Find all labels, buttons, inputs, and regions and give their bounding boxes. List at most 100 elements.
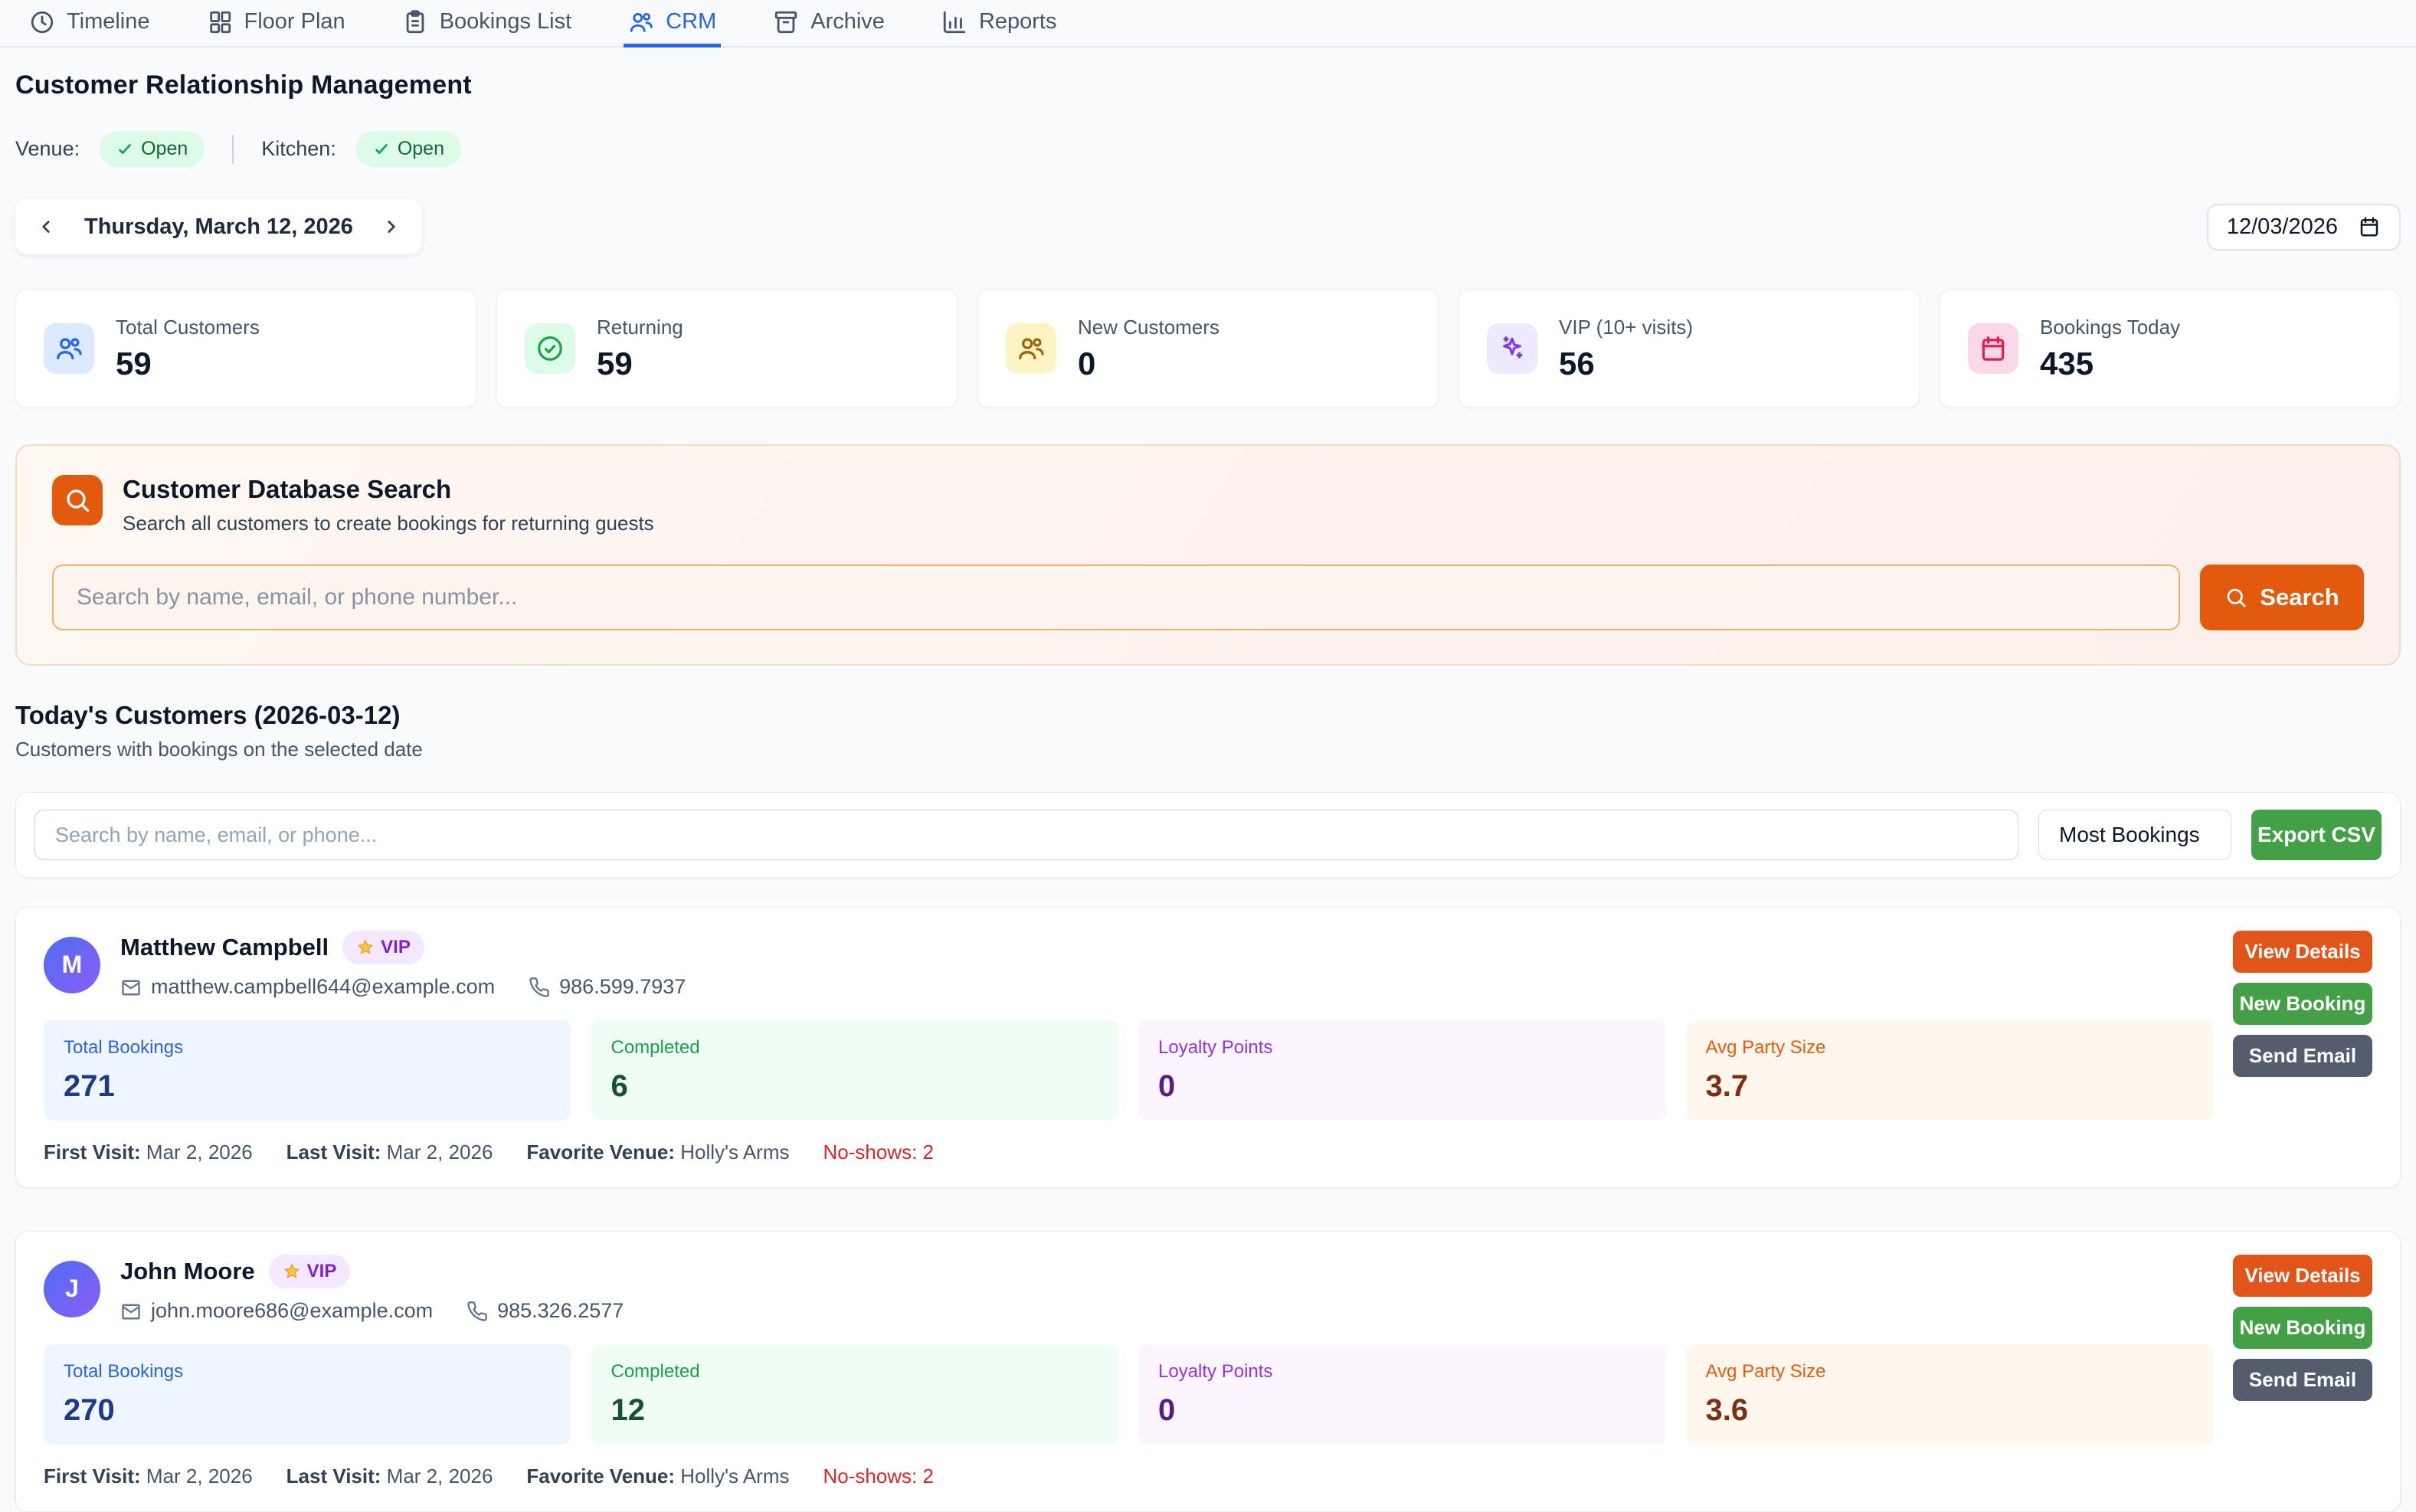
tab-floor-plan[interactable]: Floor Plan	[202, 0, 350, 47]
top-nav: Timeline Floor Plan Bookings List CRM Ar…	[0, 0, 2416, 47]
today-customers-title: Today's Customers (2026-03-12)	[15, 701, 401, 729]
check-icon	[119, 143, 131, 154]
customer-phone: 985.326.2577	[497, 1299, 624, 1322]
stat-label: Total Customers	[116, 315, 260, 339]
search-icon	[52, 475, 103, 525]
date-navigator: Thursday, March 12, 2026	[15, 199, 422, 254]
filter-bar: Most Bookings Export CSV	[15, 792, 2401, 878]
users-icon	[44, 323, 94, 374]
stat-loyalty-points: Loyalty Points 0	[1138, 1344, 1666, 1445]
db-search-title: Customer Database Search	[123, 475, 452, 503]
users-icon	[630, 12, 653, 32]
venue-status-text: Open	[141, 138, 188, 159]
tab-reports[interactable]: Reports	[937, 0, 1062, 47]
venue-status-badge: Open	[100, 131, 205, 167]
stat-label: Returning	[597, 315, 683, 339]
noshows-badge: No-shows: 2	[823, 1465, 934, 1487]
stat-loyalty-points: Loyalty Points 0	[1138, 1020, 1666, 1121]
stat-card-total-customers: Total Customers 59	[15, 290, 476, 407]
mail-icon	[122, 1304, 140, 1319]
export-csv-button[interactable]: Export CSV	[2251, 810, 2382, 860]
mail-icon	[122, 980, 140, 995]
send-email-button[interactable]: Send Email	[2233, 1359, 2372, 1401]
star-icon	[283, 1263, 300, 1278]
tab-timeline[interactable]: Timeline	[25, 0, 155, 47]
phone-icon	[529, 977, 549, 997]
sort-select[interactable]: Most Bookings	[2038, 810, 2231, 860]
tab-label: Floor Plan	[244, 9, 345, 34]
bar-chart-icon	[943, 11, 966, 33]
stat-completed: Completed 12	[591, 1344, 1118, 1445]
stat-label: VIP (10+ visits)	[1559, 315, 1694, 339]
stat-value: 0	[1078, 345, 1096, 381]
customer-email: john.moore686@example.com	[151, 1299, 434, 1322]
stats-row: Total Customers 59 Returning 59 New Cust…	[15, 290, 2401, 407]
clock-icon	[31, 11, 54, 33]
customer-email: matthew.campbell644@example.com	[151, 975, 496, 998]
send-email-button[interactable]: Send Email	[2233, 1035, 2372, 1077]
sort-select-value: Most Bookings	[2059, 823, 2200, 846]
view-details-button[interactable]: View Details	[2233, 1255, 2372, 1297]
customer-name: Matthew Campbell	[120, 934, 329, 961]
archive-icon	[775, 11, 797, 33]
avatar: J	[44, 1260, 100, 1317]
stat-value: 56	[1559, 345, 1595, 381]
customer-card: J John Moore VIP john.moore686@example.c…	[15, 1231, 2401, 1512]
date-input-value: 12/03/2026	[2226, 214, 2338, 239]
vip-badge-label: VIP	[306, 1261, 337, 1281]
date-input[interactable]: 12/03/2026	[2206, 203, 2401, 250]
layout-grid-icon	[209, 11, 231, 33]
calendar-icon	[1968, 323, 2018, 374]
calendar-icon	[2360, 217, 2378, 237]
customer-database-search-input[interactable]	[52, 565, 2180, 630]
date-row: Thursday, March 12, 2026 12/03/2026	[15, 199, 2401, 254]
check-circle-icon	[525, 323, 575, 374]
phone-icon	[467, 1301, 487, 1321]
stat-card-vip: VIP (10+ visits) 56	[1458, 290, 1920, 407]
clipboard-list-icon	[406, 9, 424, 33]
user-group-icon	[1006, 323, 1056, 374]
search-icon	[2227, 588, 2246, 607]
page-title: Customer Relationship Management	[15, 70, 472, 100]
stat-avg-party-size: Avg Party Size 3.6	[1685, 1344, 2213, 1445]
search-button-label: Search	[2260, 584, 2339, 610]
tab-bookings-list[interactable]: Bookings List	[398, 0, 577, 47]
tab-label: Bookings List	[439, 9, 572, 34]
customer-meta-row: First Visit: Mar 2, 2026 Last Visit: Mar…	[44, 1465, 934, 1487]
stat-value: 435	[2040, 345, 2094, 381]
vip-badge-label: VIP	[381, 937, 411, 957]
kitchen-status-badge: Open	[355, 131, 461, 167]
view-details-button[interactable]: View Details	[2233, 931, 2372, 973]
chevron-left-icon	[42, 221, 50, 233]
stat-label: New Customers	[1078, 315, 1219, 339]
customer-meta-row: First Visit: Mar 2, 2026 Last Visit: Mar…	[44, 1141, 934, 1163]
tab-label: Archive	[810, 9, 885, 34]
today-customers-subtitle: Customers with bookings on the selected …	[15, 738, 423, 761]
customer-filter-input[interactable]	[34, 810, 2018, 860]
date-label: Thursday, March 12, 2026	[84, 214, 353, 239]
db-search-subtitle: Search all customers to create bookings …	[123, 512, 654, 535]
stat-card-new-customers: New Customers 0	[977, 290, 1439, 407]
customer-name: John Moore	[120, 1258, 255, 1285]
vip-badge: VIP	[342, 931, 424, 964]
sparkles-icon	[1487, 323, 1537, 374]
customer-phone: 986.599.7937	[559, 975, 686, 998]
kitchen-status-text: Open	[397, 138, 444, 159]
new-booking-button[interactable]: New Booking	[2233, 983, 2372, 1025]
tab-label: CRM	[666, 9, 717, 34]
tab-archive[interactable]: Archive	[768, 0, 889, 47]
stat-total-bookings: Total Bookings 270	[44, 1344, 571, 1445]
next-day-button[interactable]	[372, 207, 411, 247]
stat-card-bookings-today: Bookings Today 435	[1940, 290, 2401, 407]
tab-label: Timeline	[67, 9, 150, 34]
chevron-right-icon	[388, 221, 395, 233]
new-booking-button[interactable]: New Booking	[2233, 1307, 2372, 1349]
star-icon	[358, 939, 374, 954]
stat-value: 59	[116, 345, 152, 381]
tab-crm[interactable]: CRM	[624, 0, 722, 47]
venue-label: Venue:	[15, 137, 80, 160]
divider	[232, 134, 234, 164]
search-button[interactable]: Search	[2200, 565, 2364, 630]
check-icon	[375, 143, 388, 154]
prev-day-button[interactable]	[26, 207, 66, 247]
